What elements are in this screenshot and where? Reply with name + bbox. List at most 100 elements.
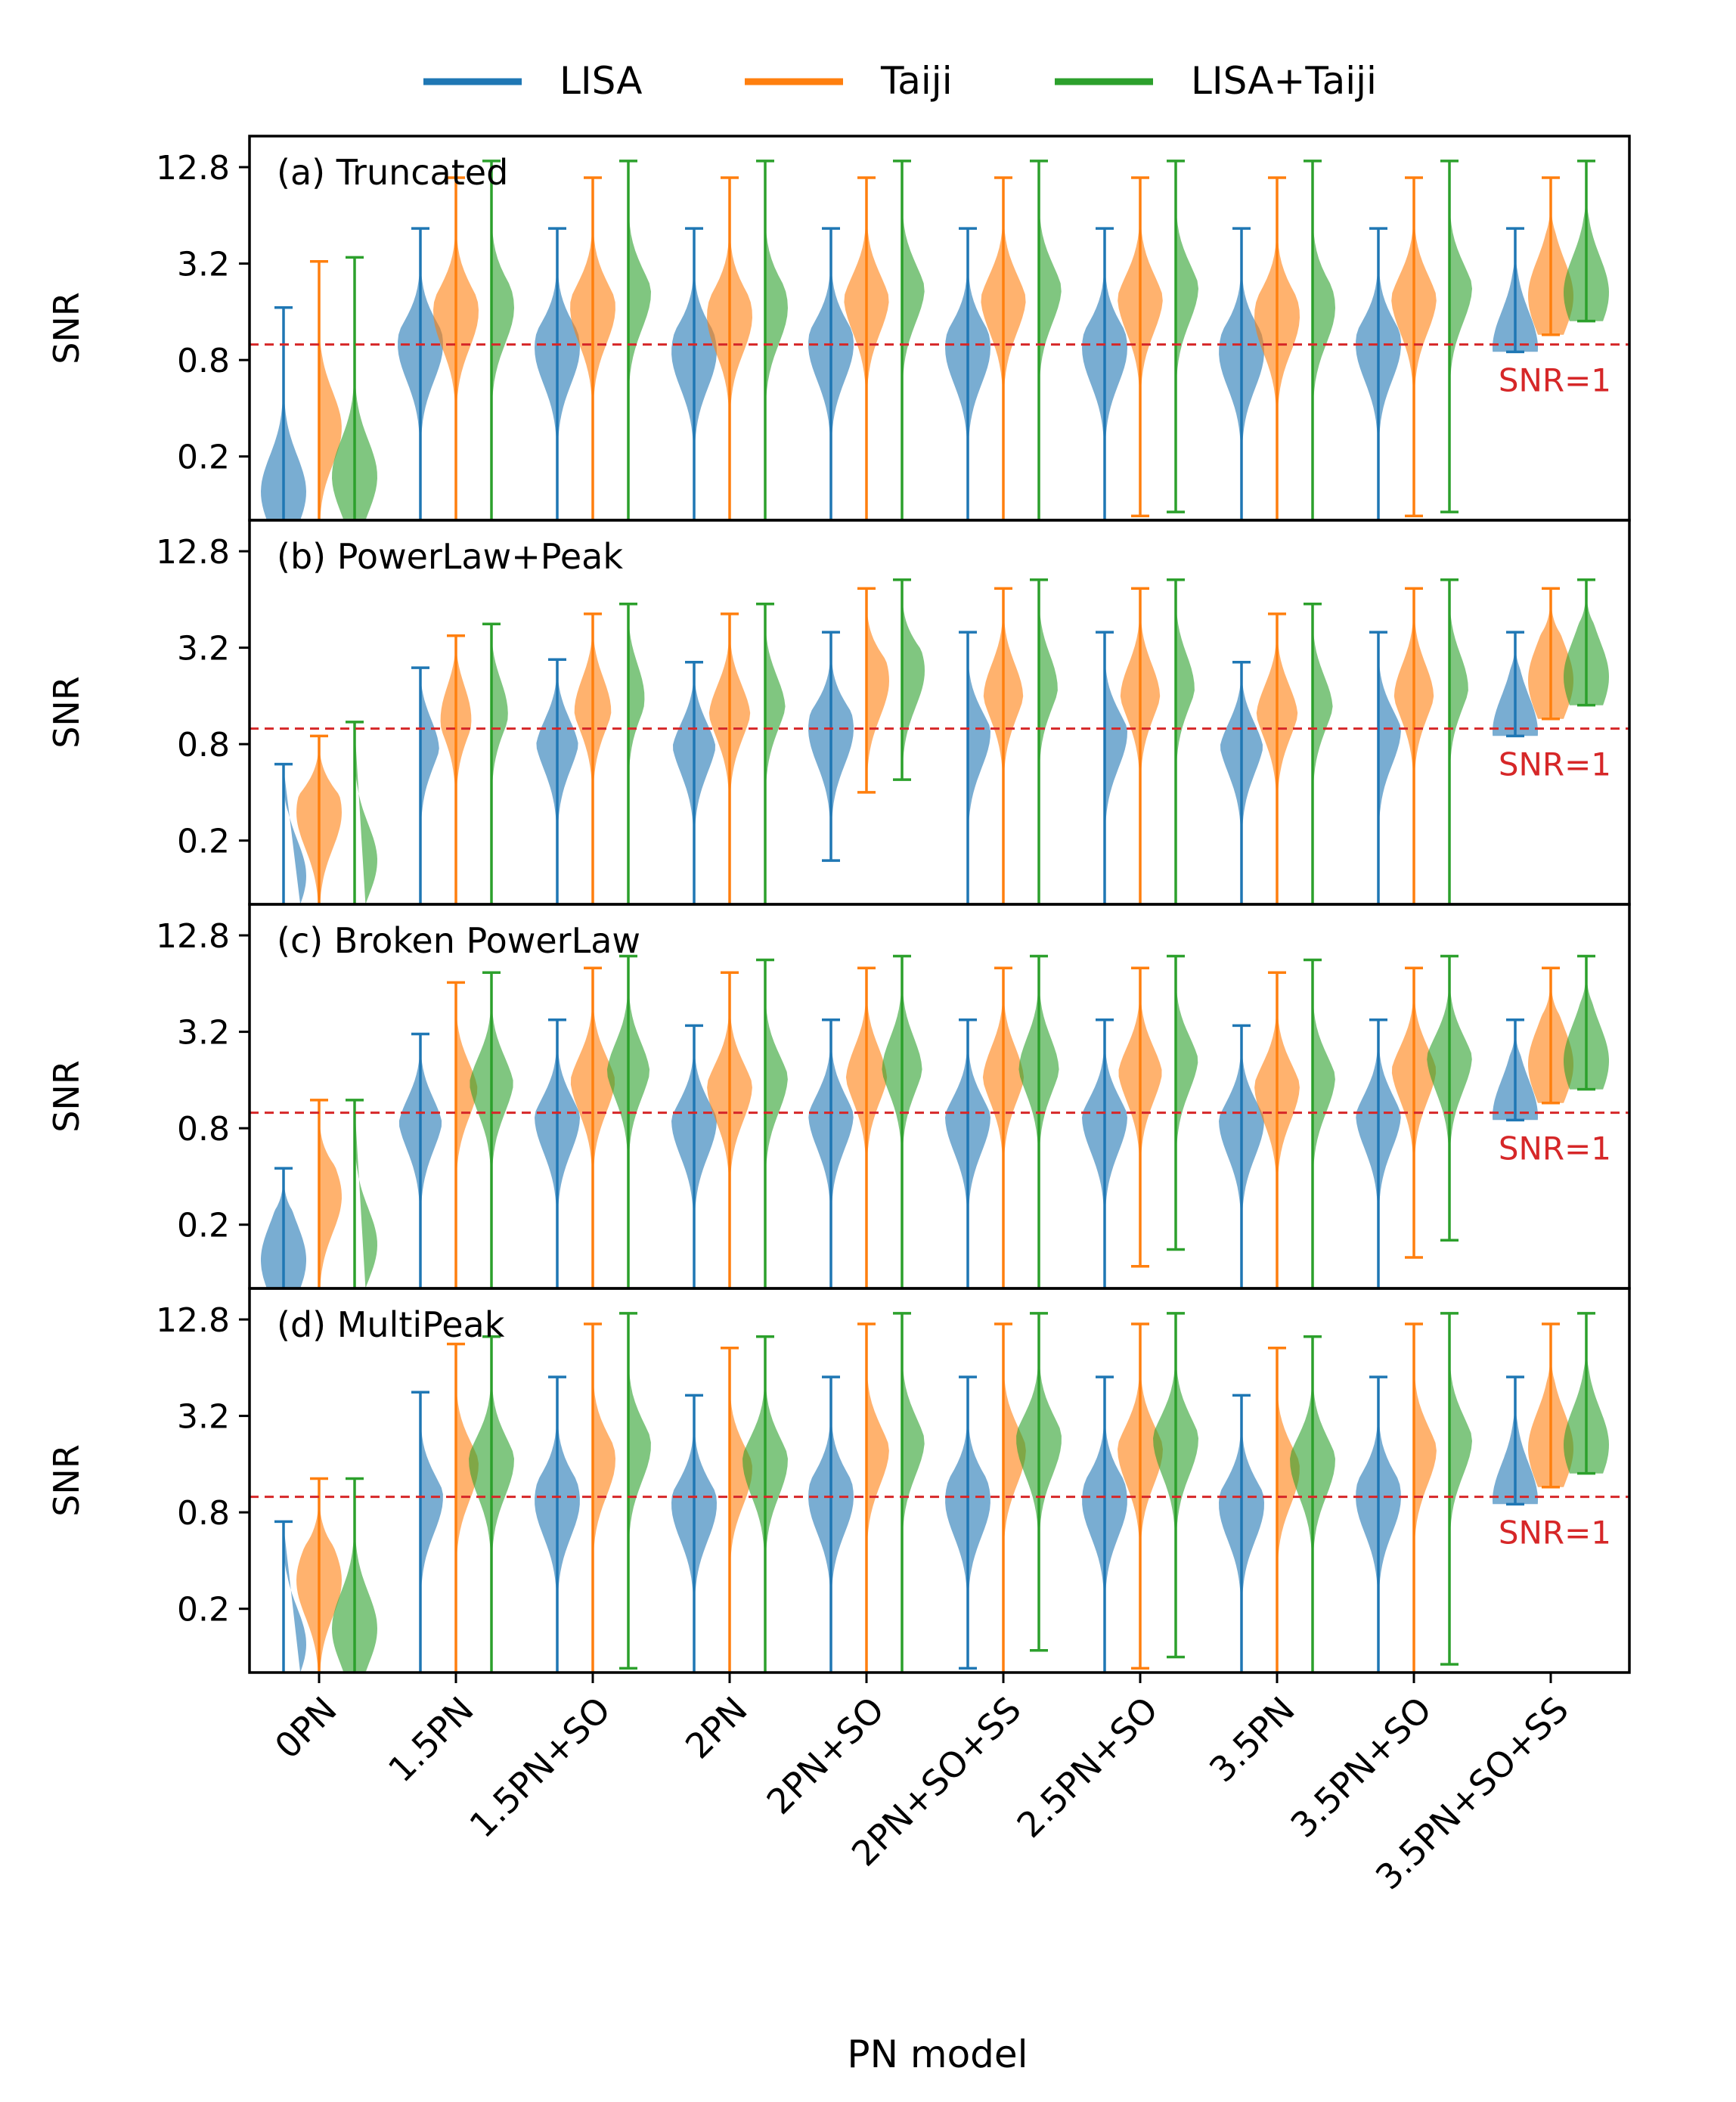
violin-body	[284, 1525, 306, 1673]
panel-title: (a) Truncated	[277, 152, 508, 193]
x-tick-label: 2PN	[677, 1689, 755, 1767]
violin-body	[866, 593, 889, 792]
plot-area	[274, 1312, 1609, 1673]
violin-body	[765, 967, 788, 1288]
violin-body	[1449, 1321, 1472, 1665]
y-tick-label: 12.8	[156, 1301, 230, 1340]
snr-reference-label: SNR=1	[1499, 746, 1611, 783]
violin-body	[902, 1321, 925, 1673]
y-tick-label: 3.2	[177, 1398, 230, 1437]
legend-label: LISA+Taiji	[1191, 59, 1377, 103]
legend-label: Taiji	[880, 59, 953, 103]
violin-body	[420, 1398, 443, 1673]
violin-body	[1039, 169, 1062, 520]
series-lisa	[261, 1018, 1538, 1288]
series-lisa-taiji	[332, 160, 1609, 520]
violin-body	[1313, 967, 1335, 1288]
legend-label: LISA	[560, 59, 642, 103]
series-lisa-taiji	[332, 1312, 1609, 1673]
y-tick-label: 0.8	[177, 342, 230, 380]
y-tick-label: 0.8	[177, 1110, 230, 1149]
violin-body	[765, 610, 786, 904]
series-lisa	[274, 631, 1538, 904]
violin-body	[628, 1321, 651, 1669]
panel-d: SNR=1 0.2 0.8 3.2 12.8 SNR (d) MultiPeak	[46, 1287, 1631, 1674]
violin-body	[456, 989, 478, 1288]
violin-body	[491, 169, 514, 520]
y-tick-label: 0.2	[177, 1207, 230, 1245]
violin-body	[1176, 169, 1198, 513]
y-tick-label: 3.2	[177, 246, 230, 284]
x-tick-label: 3.5PN	[1201, 1689, 1303, 1790]
y-tick-label: 12.8	[156, 149, 230, 188]
series-lisa-taiji	[346, 578, 1609, 904]
panel-a: SNR=1 0.2 0.8 3.2 12.8 SNR (a) Truncated	[46, 135, 1631, 522]
y-axis-label: SNR	[46, 292, 87, 364]
x-tick-label: 1.5PN+SO	[461, 1689, 618, 1846]
plot-area	[261, 954, 1609, 1288]
violin-body	[866, 1332, 889, 1673]
panel-title: (d) MultiPeak	[277, 1304, 505, 1345]
violin-body	[1449, 587, 1468, 904]
snr-reference-label: SNR=1	[1499, 1514, 1611, 1552]
series-taiji	[310, 176, 1573, 520]
snr-reference-label: SNR=1	[1499, 362, 1611, 399]
panel-frame	[248, 1287, 1631, 1674]
panel-c: SNR=1 0.2 0.8 3.2 12.8 SNR (c) Broken PowerLaw	[46, 903, 1631, 1290]
y-tick-label: 0.2	[177, 439, 230, 477]
y-tick-label: 3.2	[177, 1014, 230, 1053]
snr-reference-label: SNR=1	[1499, 1130, 1611, 1167]
series-lisa	[261, 227, 1538, 520]
legend: LISA Taiji LISA+Taiji	[423, 59, 1377, 103]
violin-body	[1277, 1355, 1300, 1673]
violin-body	[902, 169, 925, 520]
y-axis-label: SNR	[46, 1060, 87, 1133]
violin-body	[730, 1355, 752, 1673]
x-tick-label: 0PN	[267, 1689, 345, 1767]
y-tick-label: 0.2	[177, 1591, 230, 1629]
y-axis-label: SNR	[46, 1444, 87, 1517]
violin-body	[1449, 169, 1472, 513]
x-tick-label: 2PN+SO	[758, 1689, 891, 1822]
violin-body	[355, 726, 377, 904]
panels: SNR=1 0.2 0.8 3.2 12.8 SNR (a) Truncated SNR=1 0…	[46, 135, 1631, 1674]
panel-b: SNR=1 0.2 0.8 3.2 12.8 SNR (b) PowerLaw+Peak	[46, 519, 1631, 906]
violin-body	[420, 673, 439, 904]
violin-body	[284, 767, 306, 904]
violin-body	[628, 169, 651, 520]
panel-title: (b) PowerLaw+Peak	[277, 536, 623, 577]
series-lisa-taiji	[346, 954, 1609, 1288]
y-tick-label: 12.8	[156, 917, 230, 956]
violin-body	[1176, 963, 1198, 1250]
x-axis-label: PN model	[847, 2032, 1028, 2076]
violin-body	[456, 1351, 479, 1673]
violin-body	[968, 638, 990, 904]
x-tick-label: 2.5PN+SO	[1009, 1689, 1165, 1846]
series-taiji	[296, 1322, 1573, 1673]
violin-body	[1313, 610, 1333, 904]
panel-title: (c) Broken PowerLaw	[277, 920, 640, 961]
violin-body	[491, 630, 508, 904]
violin-body	[1378, 638, 1401, 904]
violin-body	[1003, 1332, 1026, 1673]
series-lisa	[274, 1375, 1538, 1673]
y-axis-label: SNR	[46, 676, 87, 749]
y-tick-label: 0.8	[177, 1494, 230, 1533]
violin-body	[1039, 587, 1058, 904]
violin-body	[765, 169, 788, 520]
x-tick-label: 1.5PN	[380, 1689, 482, 1790]
violin-body	[355, 1104, 377, 1288]
violin-body	[902, 584, 925, 780]
violin-body	[593, 1332, 615, 1673]
y-tick-label: 12.8	[156, 533, 230, 572]
y-tick-label: 3.2	[177, 630, 230, 668]
violin-body	[628, 610, 645, 904]
plot-area	[261, 160, 1609, 520]
violin-body	[319, 267, 342, 520]
violin-body	[1105, 638, 1127, 904]
violin-body	[319, 1104, 342, 1288]
series-taiji	[296, 587, 1573, 904]
y-tick-label: 0.2	[177, 823, 230, 861]
